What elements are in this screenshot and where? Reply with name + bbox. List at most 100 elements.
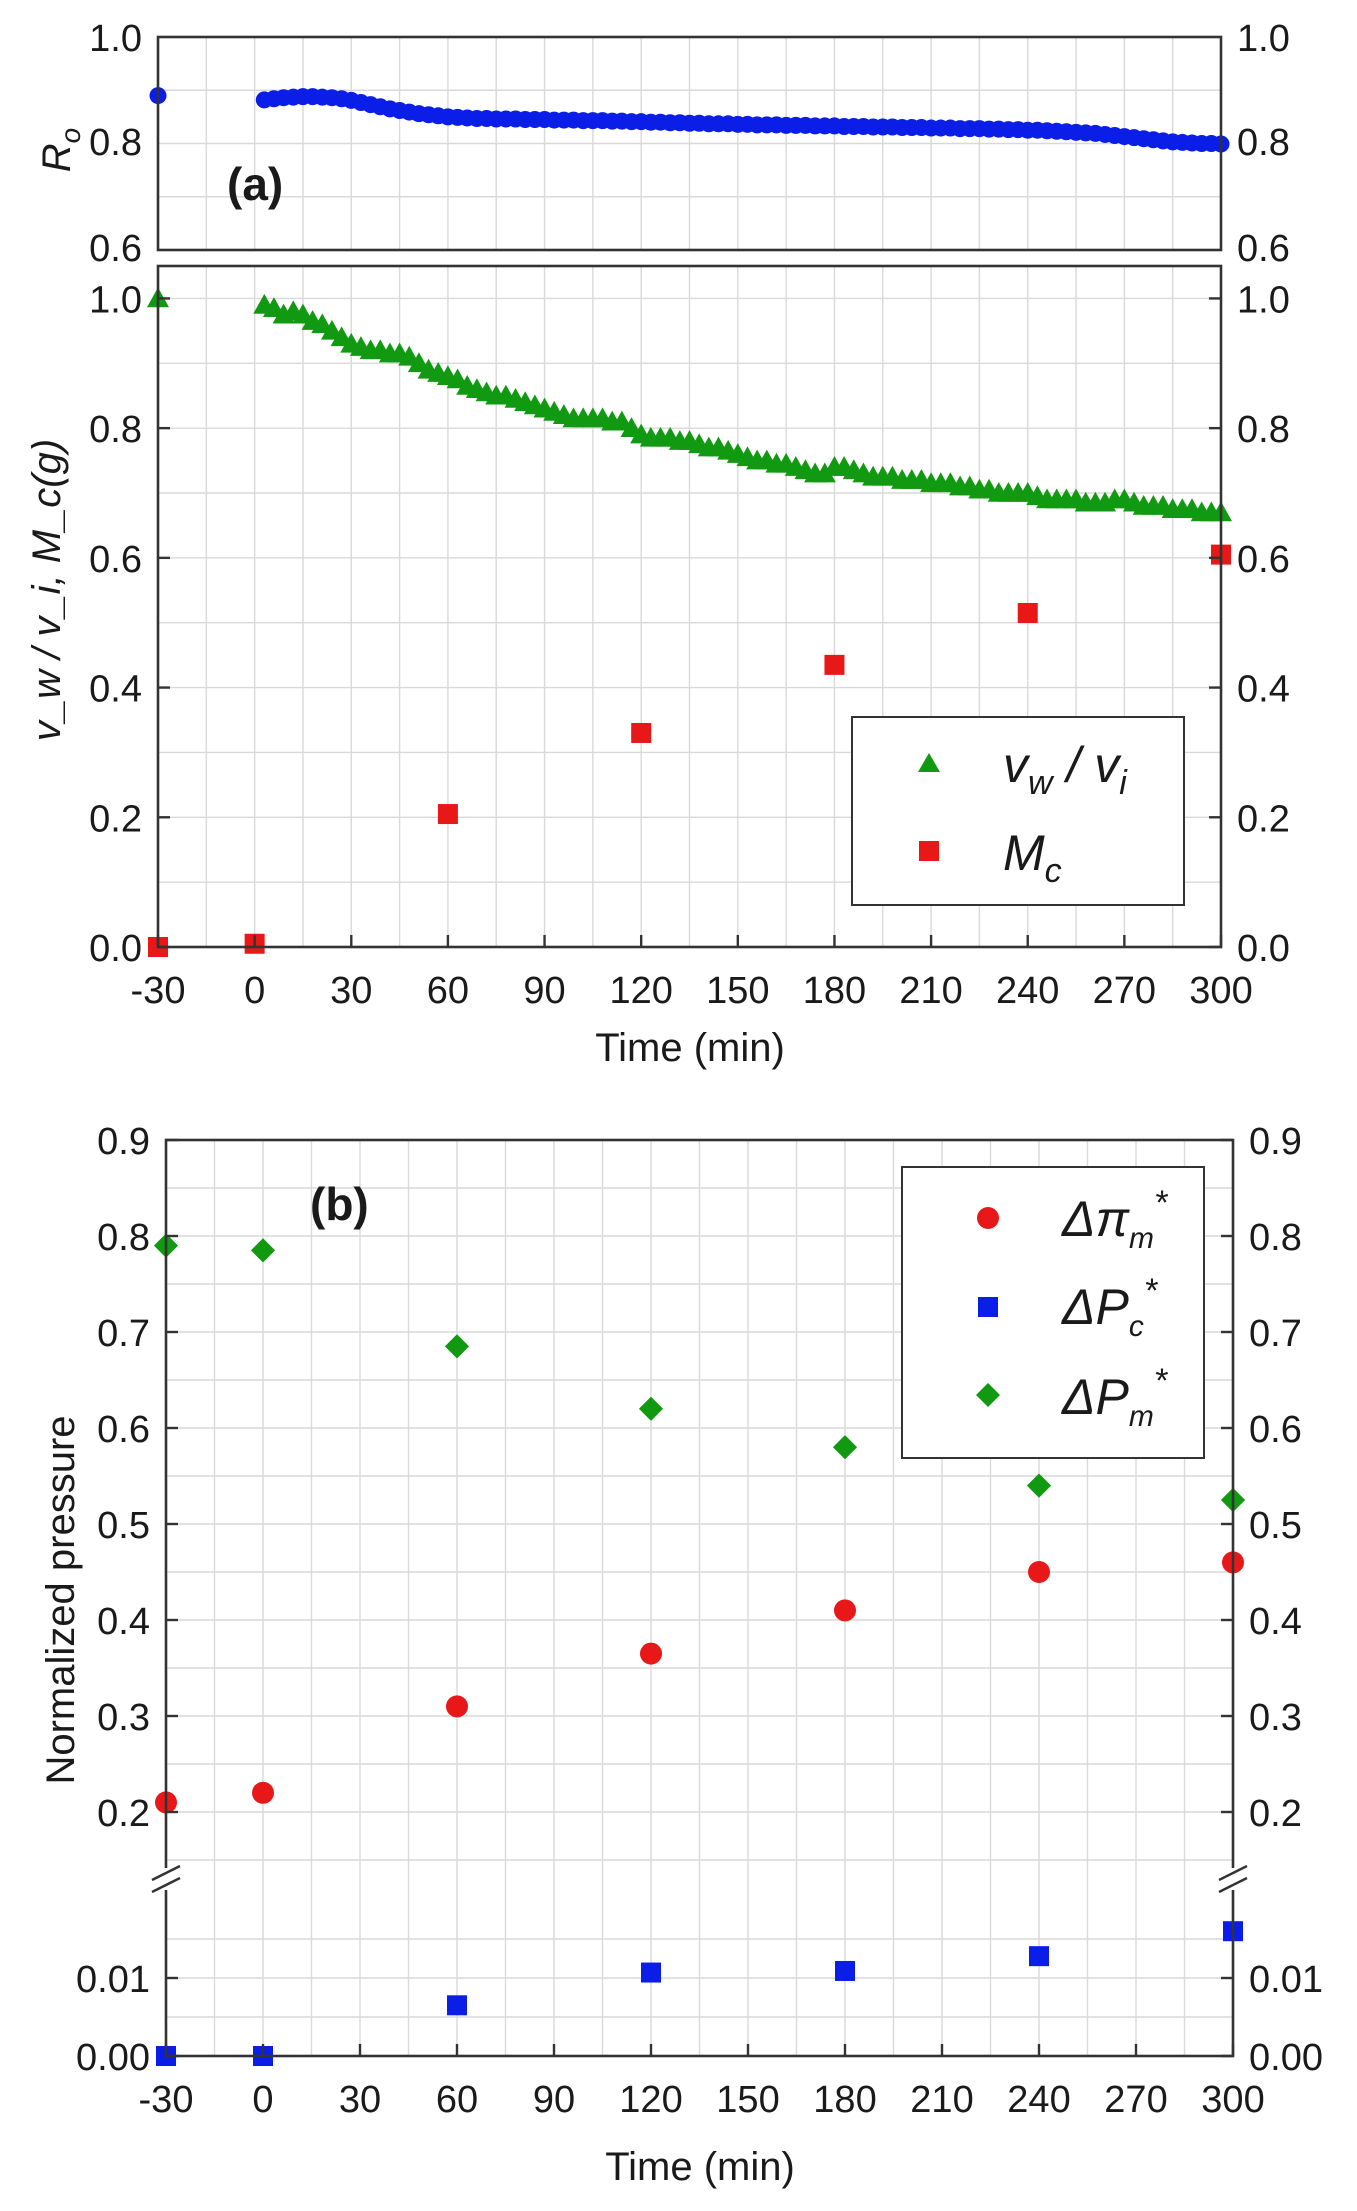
legend-sub: w [1028,764,1055,802]
x-tick-label: 180 [813,2079,876,2121]
data-point-dpi [834,1599,856,1622]
x-tick-label: 0 [244,970,265,1012]
y-tick-label: 0.9 [97,1121,150,1163]
y-tick-label: 0.6 [89,539,142,581]
legend-frame [901,1166,1205,1459]
y-tick-label-right: 0.9 [1249,1121,1302,1163]
legend-marker-square [919,841,939,861]
data-point-dpm [444,1334,470,1359]
y-tick-label-right: 0.6 [1237,539,1290,581]
legend-marker-square [978,1297,998,1317]
legend-sub: m [1129,1222,1154,1255]
data-point-dpm [832,1435,858,1460]
legend-entry-dpi: Δπm* [1061,1184,1169,1255]
panel-b-frame [164,1138,1235,2058]
y-tick-label-right: 0.00 [1249,2037,1323,2079]
data-point-dpi [640,1642,662,1665]
legend-entry-dpm: ΔPm* [1061,1362,1169,1433]
axis-break-mark [1218,1876,1248,1894]
legend-entry-vw: vw / vi [1003,737,1128,802]
legend-sub2: i [1119,764,1128,802]
x-tick-label: 60 [436,2079,478,2121]
y-tick-label-right: 0.8 [1249,1217,1302,1259]
y-tick-label-right: 0.7 [1249,1313,1302,1355]
data-point-dpm [638,1396,664,1421]
panel-b-legend: Δπm* ΔPc* ΔPm* [901,1166,1205,1459]
x-tick-label: 240 [996,970,1059,1012]
x-tick-label: 300 [1201,2079,1264,2121]
legend-main: M [1003,825,1045,881]
y-tick-label-right: 0.5 [1249,1505,1302,1547]
x-tick-label: 270 [1093,970,1156,1012]
y-tick-label-right: 1.0 [1237,279,1290,321]
panel-a-ro: 1.0 0.8 0.6 1.0 0.8 0.6 Ro [35,18,1290,270]
x-tick-label: -30 [131,970,186,1012]
y-tick-label-right: 0.2 [1249,1793,1302,1835]
legend-entry-dpc: ΔPc* [1061,1272,1159,1343]
x-tick-label: 120 [619,2079,682,2121]
y-tick-label-right: 0.4 [1237,669,1290,711]
data-point-dpc [447,1995,467,2016]
legend-marker-circle [977,1207,999,1229]
data-point-mc [631,722,652,743]
legend-sup: * [1154,1184,1169,1222]
legend-entry-mc: Mc [1003,825,1062,890]
legend-frame [851,716,1185,906]
x-tick-label: 30 [339,2079,381,2121]
y-tick-label: 0.4 [97,1601,150,1643]
panel-a-ro-grid [157,36,1222,251]
x-tick-label: 0 [252,2079,273,2121]
y-tick-label: 0.7 [97,1313,150,1355]
x-tick-label: 90 [533,2079,575,2121]
panel-a-ro-frame [156,35,1223,252]
data-point-dpc [1029,1946,1049,1967]
y-tick-label: 0.3 [97,1697,150,1739]
y-tick-label: 0.6 [97,1409,150,1451]
y-tick-label: 0.01 [76,1959,150,2001]
y-tick-label: 0.4 [89,669,142,711]
x-tick-label: 300 [1189,970,1252,1012]
legend-sup: * [1154,1362,1169,1400]
y-tick-label: 1.0 [89,18,142,60]
panel-a-ro-y-ticks: 1.0 0.8 0.6 1.0 0.8 0.6 [89,18,1290,270]
panel-a-ro-marks [149,87,1230,153]
legend-main: ΔP [1061,1279,1130,1335]
panel-b-y-axis-title: Normalized pressure [39,1415,83,1784]
y-tick-label-right: 0.8 [1237,122,1290,164]
legend-marker-triangle [918,753,940,772]
data-point-mc [824,654,845,675]
legend-mid: / v [1053,737,1123,793]
data-point-dpi [446,1695,468,1718]
panel-a-main: (a) 1.0 1.0 0.8 0.8 0.6 0.6 0.4 0.4 0.2 0.2 0.0 0.0… [25,158,1290,1070]
x-tick-label: 210 [910,2079,973,2121]
data-point-dpc [641,1962,661,1983]
panel-b-y-ticks: 0.9 0.9 0.8 0.8 0.7 0.7 0.6 0.6 0.5 0.5 0.4 0.4 0.3 0… [76,1121,1323,2079]
y-tick-label: 0.00 [76,2037,150,2079]
panel-b: (b) 0.9 0.9 0.8 0.8 0.7 0.7 0.6 0.6 0.5 0.5 0.4 0.4… [39,1121,1323,2189]
panel-b-x-axis-title: Time (min) [605,2145,795,2189]
y-tick-label-right: 0.8 [1237,409,1290,451]
x-tick-label: 90 [523,970,565,1012]
y-tick-label-right: 0.2 [1237,798,1290,840]
legend-main: ΔP [1061,1369,1130,1425]
legend-sub: m [1129,1400,1154,1433]
axis-break-mark [151,1876,181,1894]
y-tick-label-right: 1.0 [1237,18,1290,60]
data-point-dpm [1026,1473,1052,1498]
x-tick-label: -30 [139,2079,194,2121]
y-tick-label: 0.6 [89,228,142,270]
panel-b-grid [165,1139,1234,2056]
panel-a-ro-y-axis-title: Ro [35,128,86,172]
y-tick-label-right: 0.01 [1249,1959,1323,2001]
y-tick-label: 0.8 [89,122,142,164]
x-tick-label: 150 [706,970,769,1012]
y-axis-title-sub: o [55,128,86,144]
x-tick-label: 180 [803,970,866,1012]
axis-break-gap-left [150,1868,182,1890]
panel-a-marks [147,287,1232,957]
y-tick-label-right: 0.6 [1249,1409,1302,1451]
x-tick-label: 210 [899,970,962,1012]
axis-break-mark [1218,1864,1248,1882]
y-tick-label-right: 0.3 [1249,1697,1302,1739]
